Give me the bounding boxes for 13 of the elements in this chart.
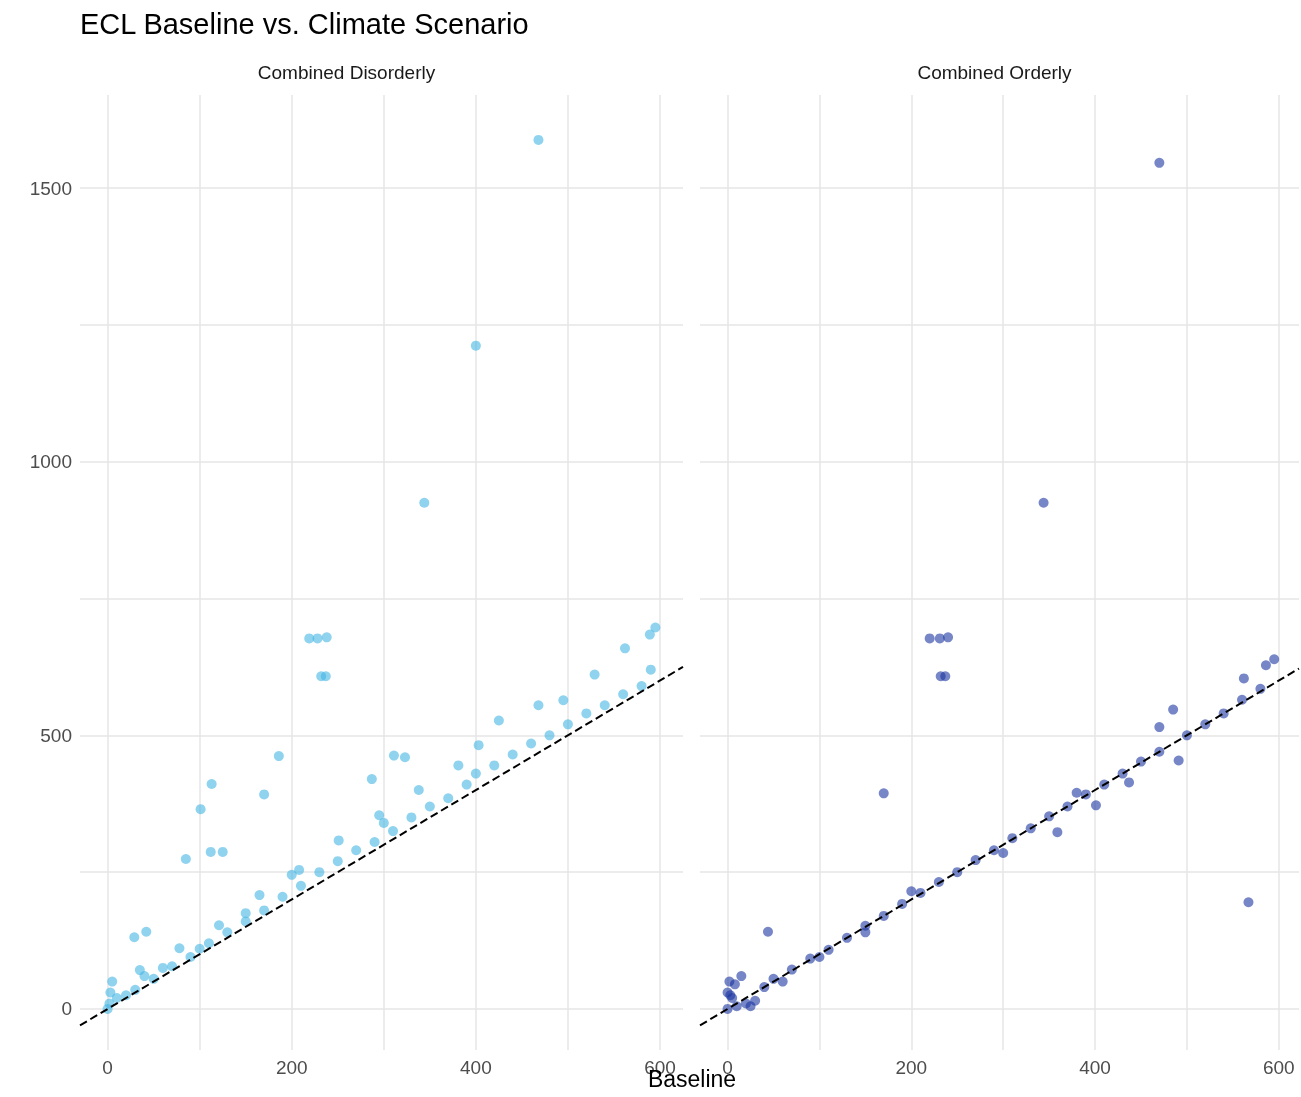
chart-subtitle: Combined Orderly xyxy=(917,62,1073,83)
x-tick-label: 400 xyxy=(1079,1057,1111,1078)
y-tick-label: 1000 xyxy=(29,451,72,473)
y-tick-label: 500 xyxy=(40,724,72,746)
x-tick-label: 400 xyxy=(460,1057,492,1078)
y-tick-label: 1500 xyxy=(29,177,72,199)
chart-subtitle: Combined Disorderly xyxy=(257,62,436,83)
y-tick-label: 0 xyxy=(61,998,72,1020)
x-tick-label: 0 xyxy=(102,1057,113,1078)
x-tick-label: 600 xyxy=(1262,1057,1295,1078)
x-tick-label: 200 xyxy=(895,1057,928,1078)
chart-title: ECL Baseline vs. Climate Scenario xyxy=(80,8,529,41)
x-tick-label: 200 xyxy=(275,1057,308,1078)
